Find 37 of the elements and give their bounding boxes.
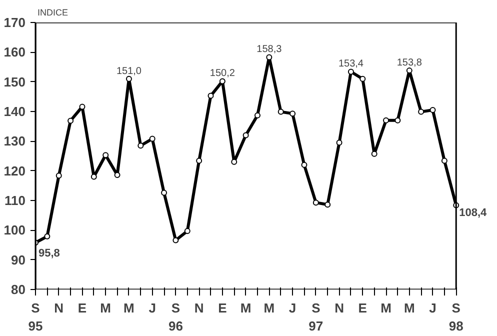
x-tick-label: S 97 [308, 300, 324, 334]
data-label: 150,2 [210, 68, 236, 80]
x-tick-label: M [404, 300, 415, 316]
x-tick-label: M [240, 300, 252, 316]
data-label: 151,0 [116, 66, 142, 77]
x-tick-label: S 96 [168, 300, 183, 334]
data-label: 153,8 [396, 58, 422, 69]
data-label: 95,8 [38, 248, 60, 260]
x-tick-label: N [334, 300, 344, 316]
x-tick-label: M [264, 300, 275, 316]
y-tick-label: 170 [4, 15, 26, 30]
x-tick-label: S 98 [448, 300, 464, 334]
y-tick-label: 100 [4, 222, 26, 238]
x-tick-label: M [124, 300, 134, 316]
x-tick-label: N [54, 300, 64, 316]
x-tick-label: S 95 [28, 300, 43, 334]
y-tick-label: 80 [11, 282, 26, 297]
y-tick-label: 110 [4, 193, 26, 208]
x-tick-label: J [429, 300, 436, 316]
y-tick-label: 160 [4, 44, 26, 60]
x-tick-label: E [78, 300, 87, 316]
data-label: 153,4 [338, 58, 364, 70]
y-tick-label: 120 [4, 163, 26, 178]
x-tick-label: M [380, 300, 392, 316]
x-tick-label: J [148, 300, 156, 316]
x-tick-label: E [358, 300, 368, 316]
y-tick-label: 140 [4, 104, 26, 119]
x-tick-label: E [218, 300, 228, 316]
y-axis-title: INDICE [38, 8, 68, 18]
y-tick-label: 150 [4, 74, 26, 90]
x-tick-label: M [100, 300, 112, 316]
x-tick-label: J [288, 300, 296, 316]
data-label: 158,3 [256, 44, 282, 56]
y-tick-label: 90 [11, 252, 26, 268]
y-tick-label: 130 [4, 134, 26, 149]
x-tick-label: N [194, 300, 204, 316]
data-label: 108,4 [459, 207, 488, 220]
